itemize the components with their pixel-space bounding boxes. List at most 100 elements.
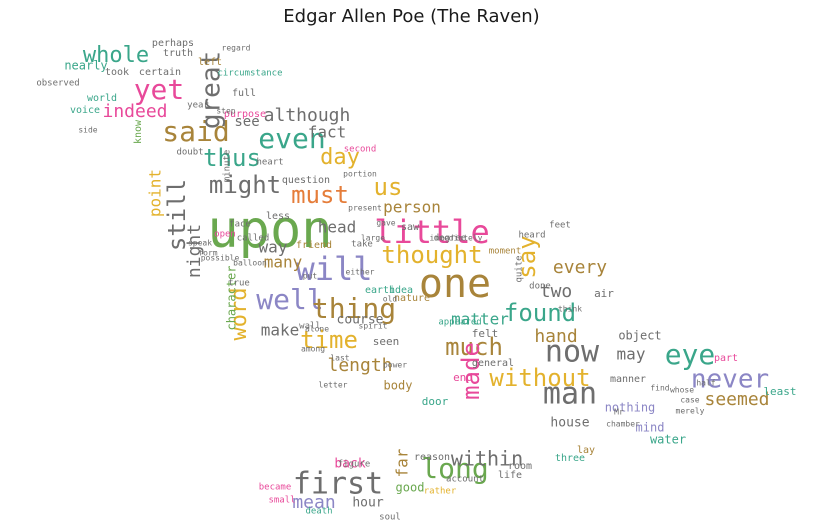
word-nothing: nothing (605, 401, 656, 415)
word-great: great (197, 51, 227, 129)
word-even: even (258, 122, 325, 155)
word-yet: yet (134, 73, 185, 106)
word-full: full (232, 88, 256, 99)
word-matter: matter (451, 310, 509, 329)
word-upon: upon (207, 200, 332, 260)
word-voice: voice (70, 105, 100, 116)
word-figure: figure (338, 460, 371, 470)
word-fact: fact (308, 123, 347, 142)
word-night: night (184, 224, 205, 278)
word-two: two (540, 281, 573, 302)
word-idea: idea (389, 285, 413, 296)
word-doubt: doubt (176, 148, 203, 158)
word-side: side (78, 126, 97, 135)
word-second: second (344, 145, 377, 155)
word-day: day (320, 145, 360, 170)
word-much: much (445, 333, 503, 361)
word-account: account (446, 475, 484, 485)
word-whose: whose (670, 386, 694, 395)
word-person: person (383, 198, 441, 217)
word-merely: merely (676, 407, 705, 416)
word-portion: portion (343, 170, 377, 179)
word-mean: mean (292, 492, 335, 513)
word-every: every (553, 257, 607, 278)
word-earth: earth (365, 285, 395, 296)
word-heard: heard (518, 231, 545, 241)
word-balloon: balloon (233, 259, 267, 268)
word-spirit: spirit (359, 322, 388, 331)
word-seen: seen (373, 335, 400, 348)
word-air: air (594, 287, 614, 300)
word-face: face (229, 220, 251, 230)
word-letter: letter (319, 381, 348, 390)
word-now: now (545, 335, 600, 370)
word-find: find (650, 384, 669, 393)
word-certain: certain (139, 67, 181, 78)
word-gave: gave (376, 219, 395, 228)
word-although: although (264, 105, 351, 126)
word-thing: thing (312, 292, 396, 325)
word-time: time (300, 326, 358, 354)
word-end: end (453, 371, 473, 384)
word-take: take (351, 240, 373, 250)
chart-title: Edgar Allen Poe (The Raven) (283, 6, 540, 27)
word-among: among (301, 345, 325, 354)
word-put: put (303, 272, 318, 281)
word-will: will (295, 250, 372, 288)
word-found: found (504, 299, 576, 327)
word-character: character (225, 265, 239, 330)
word-truth: truth (163, 48, 193, 59)
word-thus: thus (203, 144, 261, 172)
word-made: made (457, 342, 485, 400)
word-friend: friend (296, 240, 332, 251)
word-soul: soul (379, 513, 401, 523)
word-half: half (696, 379, 715, 388)
word-general: general (472, 358, 514, 369)
word-thought: thought (381, 241, 482, 269)
word-point: point (146, 169, 165, 217)
word-never: never (691, 365, 769, 395)
word-small: small (268, 496, 295, 506)
word-may: may (617, 345, 646, 364)
word-present: present (348, 204, 382, 213)
word-mind: mind (636, 421, 665, 435)
word-good: good (396, 481, 425, 495)
word-last: last (330, 354, 349, 363)
word-observed: observed (36, 79, 79, 89)
word-reason: reason (414, 452, 450, 463)
word-called: called (237, 234, 270, 244)
word-year: year (187, 101, 209, 111)
word-within: within (451, 447, 523, 471)
word-must: must (291, 181, 349, 209)
word-little: little (374, 213, 490, 251)
word-body: body (384, 379, 413, 393)
word-length: length (327, 355, 392, 376)
word-heart: heart (256, 158, 283, 168)
word-wall: wall (299, 322, 321, 332)
word-either: either (346, 268, 375, 277)
word-rather: rather (424, 487, 457, 497)
word-circumstance: circumstance (217, 69, 282, 79)
word-three: three (555, 453, 585, 464)
word-us: us (374, 173, 403, 201)
word-true: true (228, 279, 250, 289)
word-left: left (198, 57, 222, 68)
word-less: less (266, 211, 290, 222)
word-nature: nature (394, 293, 430, 304)
word-manner: manner (610, 374, 646, 385)
word-case: case (680, 396, 699, 405)
word-man: man (543, 377, 597, 412)
word-seemed: seemed (704, 389, 769, 410)
word-question: question (282, 175, 330, 186)
word-back: back (334, 457, 365, 472)
word-immediately: immediately (430, 234, 483, 243)
word-world: world (87, 93, 117, 104)
word-think: think (558, 305, 582, 314)
word-house: house (550, 416, 589, 431)
word-degree: degree (434, 234, 467, 244)
word-minute: minute (223, 150, 233, 183)
word-purpose: purpose (224, 109, 266, 120)
word-say: say (513, 235, 541, 278)
word-head: head (318, 218, 357, 237)
